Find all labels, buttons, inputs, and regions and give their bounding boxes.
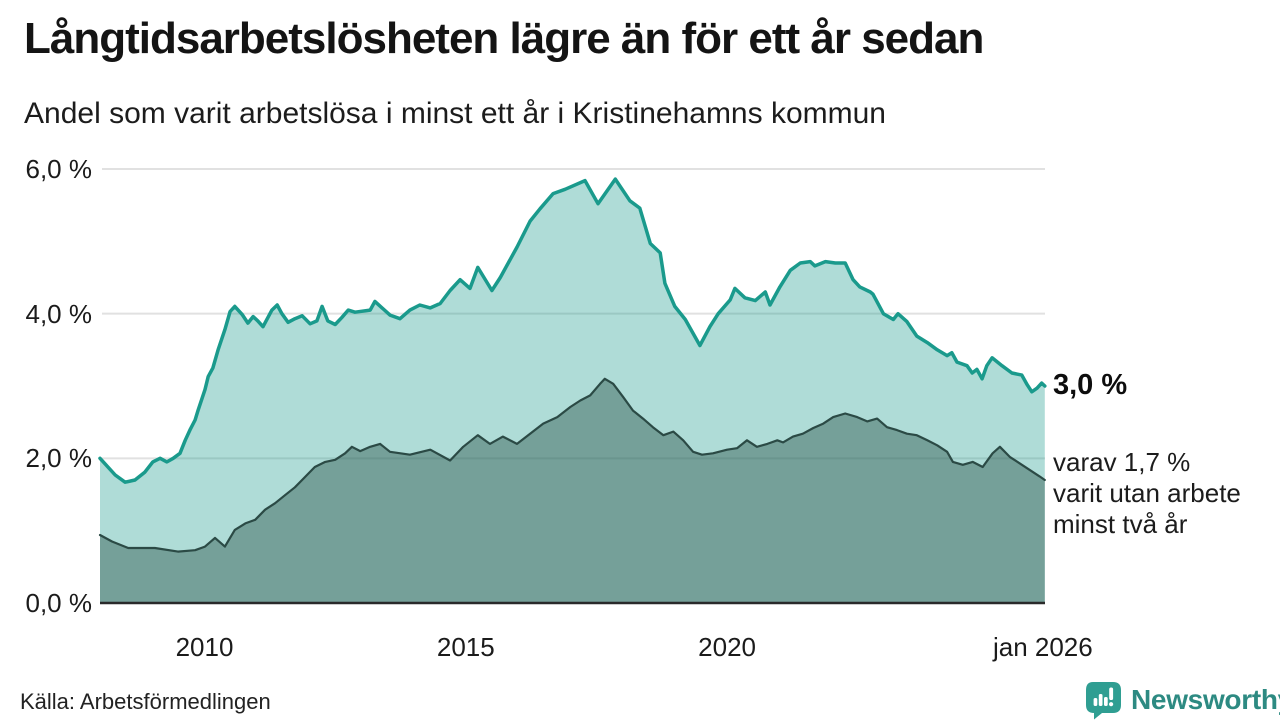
source-credit: Källa: Arbetsförmedlingen <box>20 689 271 714</box>
series-area-2 <box>100 378 1045 603</box>
series-line-1 <box>98 177 1047 484</box>
newsworthy-logo-icon <box>1086 681 1121 719</box>
chart-subtitle: Andel som varit arbetslösa i minst ett å… <box>24 97 886 130</box>
newsworthy-logo: Newsworthy <box>1085 681 1280 719</box>
y-tick-label: 4,0 % <box>25 298 93 329</box>
x-tick-label: jan 2026 <box>992 632 1093 662</box>
series-line-2 <box>98 377 1046 553</box>
x-tick-label: 2020 <box>698 632 757 662</box>
y-tick-label: 6,0 % <box>25 154 93 184</box>
series-end-value-label: 3,0 % <box>1053 369 1128 401</box>
y-tick-label: 2,0 % <box>25 443 93 474</box>
x-tick-label: 2015 <box>436 632 495 662</box>
x-tick-label: 2010 <box>175 632 234 662</box>
series-area-1 <box>100 179 1045 603</box>
series-end-sub-label: varav 1,7 % varit utan arbete minst två … <box>1053 447 1241 539</box>
page-title: Långtidsarbetslösheten lägre än för ett … <box>24 14 984 63</box>
y-tick-label: 0,0 % <box>25 588 93 618</box>
newsworthy-logo-text: Newsworthy <box>1131 684 1280 715</box>
